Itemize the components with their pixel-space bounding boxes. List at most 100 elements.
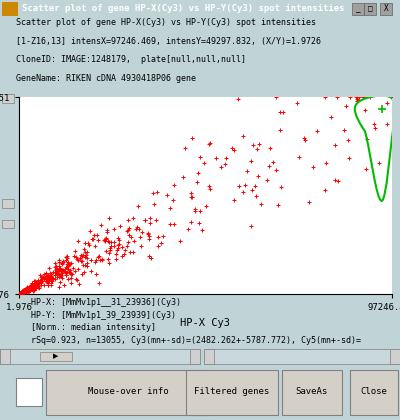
Point — [314, 127, 320, 134]
Point — [17, 290, 24, 297]
Point — [84, 255, 90, 262]
Point — [63, 257, 70, 264]
Point — [74, 265, 81, 272]
Point — [164, 192, 170, 198]
Point — [41, 281, 48, 288]
Point — [51, 259, 58, 266]
Point — [20, 286, 26, 293]
Point — [31, 279, 38, 286]
Point — [188, 135, 195, 142]
Point — [26, 285, 32, 292]
Point — [61, 281, 67, 288]
Point — [104, 226, 110, 233]
Point — [74, 255, 80, 262]
Point — [92, 242, 98, 249]
Point — [206, 182, 212, 189]
Bar — [2, 199, 14, 208]
Point — [353, 94, 360, 100]
Point — [18, 289, 24, 296]
Point — [250, 142, 256, 148]
Text: Scatter plot of gene HP-X(Cy3) vs HP-Y(Cy3) spot intensities: Scatter plot of gene HP-X(Cy3) vs HP-Y(C… — [16, 18, 316, 27]
Point — [54, 269, 61, 276]
Point — [68, 280, 74, 286]
Point — [26, 288, 32, 295]
Point — [17, 290, 24, 297]
Point — [38, 276, 44, 283]
Point — [355, 97, 361, 103]
Point — [115, 241, 122, 248]
Point — [34, 280, 40, 287]
Point — [23, 289, 30, 295]
Point — [270, 159, 276, 165]
Point — [93, 257, 100, 263]
Point — [22, 286, 28, 293]
Point — [147, 220, 153, 226]
Text: HP-X: [MmMv1p1__31_23936](Cy3): HP-X: [MmMv1p1__31_23936](Cy3) — [31, 298, 181, 307]
Point — [38, 274, 44, 281]
Point — [54, 265, 60, 272]
Text: GeneName: RIKEN cDNA 4930418P06 gene: GeneName: RIKEN cDNA 4930418P06 gene — [16, 74, 196, 83]
Point — [84, 248, 90, 255]
FancyBboxPatch shape — [186, 370, 278, 415]
Point — [30, 281, 37, 288]
Point — [151, 200, 157, 207]
Point — [102, 247, 109, 254]
Point — [27, 285, 33, 291]
Point — [84, 240, 91, 247]
Point — [82, 239, 88, 246]
Point — [102, 236, 109, 243]
Point — [46, 274, 53, 281]
Point — [92, 259, 98, 265]
Point — [64, 255, 70, 262]
Point — [18, 290, 24, 297]
Point — [121, 246, 128, 253]
Point — [78, 251, 84, 258]
Point — [70, 253, 77, 260]
Point — [255, 172, 261, 179]
Point — [194, 179, 200, 186]
Point — [42, 270, 49, 277]
Point — [223, 155, 229, 161]
Point — [367, 94, 373, 100]
Point — [27, 286, 34, 293]
Point — [228, 144, 235, 151]
Point — [41, 276, 47, 282]
Point — [60, 267, 66, 274]
Point — [17, 290, 23, 297]
Point — [79, 258, 85, 265]
Point — [99, 257, 106, 264]
Point — [124, 228, 130, 234]
Point — [52, 264, 58, 271]
Point — [95, 253, 101, 260]
Point — [33, 278, 40, 285]
Point — [119, 252, 126, 259]
Point — [31, 287, 37, 294]
Point — [27, 285, 34, 292]
Point — [35, 278, 42, 285]
Point — [354, 97, 360, 104]
Point — [17, 290, 23, 297]
Point — [17, 290, 24, 297]
Point — [16, 290, 22, 297]
Point — [95, 236, 101, 243]
Point — [335, 178, 342, 185]
Point — [93, 271, 99, 278]
Point — [180, 173, 186, 180]
Point — [347, 94, 353, 100]
Point — [188, 190, 194, 197]
Point — [70, 265, 76, 271]
Point — [384, 121, 390, 128]
Point — [29, 280, 35, 286]
Point — [64, 276, 71, 282]
Point — [192, 208, 198, 215]
Point — [231, 197, 237, 204]
Point — [20, 288, 27, 294]
Point — [124, 243, 130, 250]
Point — [108, 238, 114, 245]
Point — [18, 290, 25, 297]
Point — [91, 231, 98, 238]
Point — [236, 182, 242, 189]
Point — [52, 276, 58, 283]
Point — [22, 286, 28, 293]
Point — [67, 261, 74, 268]
